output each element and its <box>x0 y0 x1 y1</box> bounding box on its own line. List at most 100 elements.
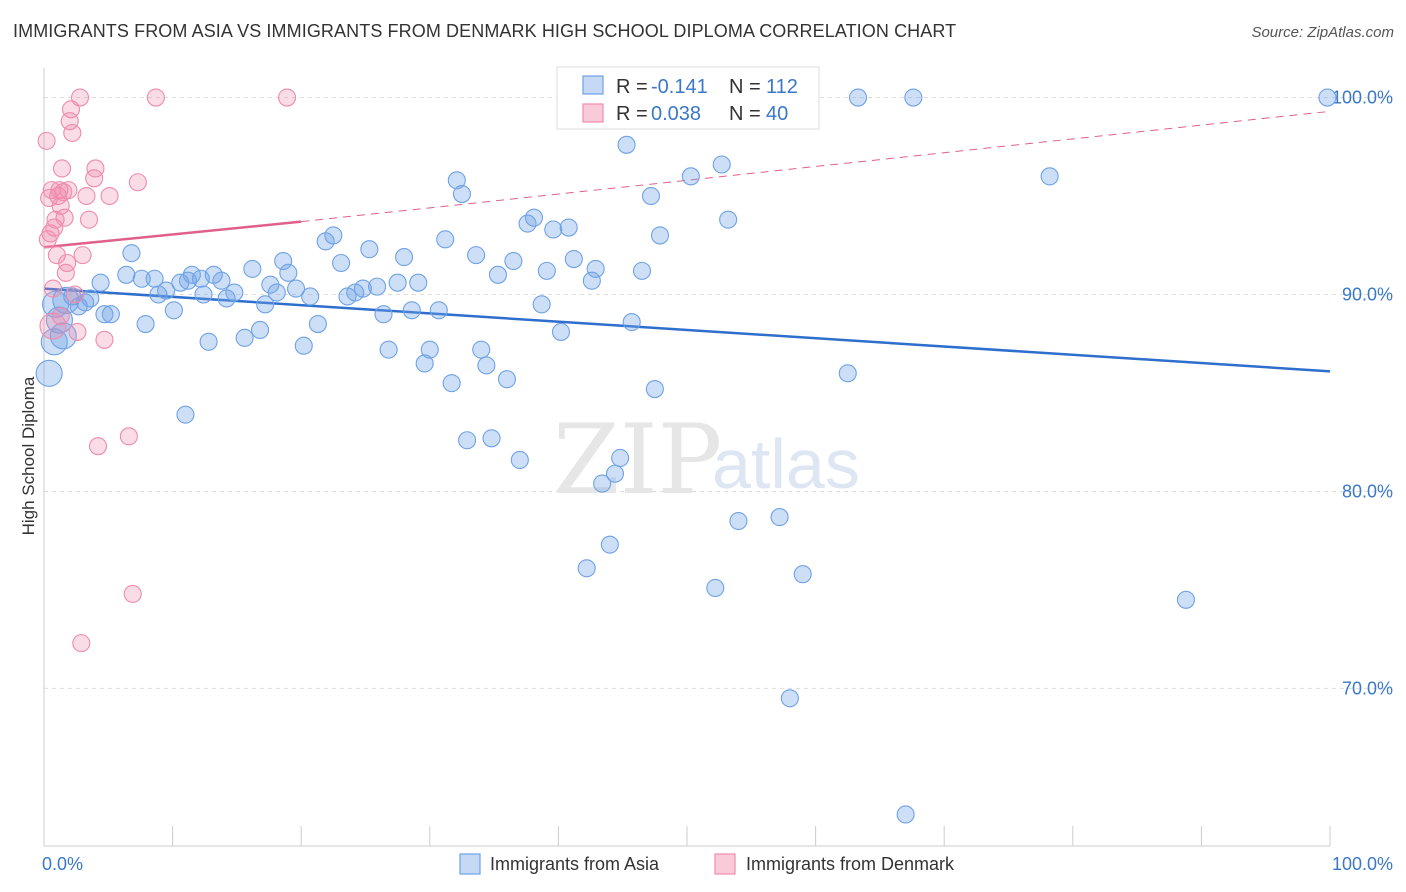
point-asia <box>402 301 421 320</box>
point-asia <box>650 226 670 245</box>
point-denmark <box>55 208 74 227</box>
point-asia <box>360 240 379 259</box>
point-asia <box>770 508 789 527</box>
point-denmark <box>73 246 92 265</box>
point-asia <box>235 328 254 347</box>
watermark: ZIP atlas <box>553 404 860 516</box>
point-asia <box>586 259 605 278</box>
point-asia <box>95 305 114 324</box>
point-denmark <box>119 427 138 446</box>
point-asia <box>194 285 213 304</box>
point-asia <box>477 356 496 375</box>
point-denmark <box>51 196 70 215</box>
point-asia <box>1176 590 1196 609</box>
point-asia <box>729 511 748 531</box>
trend-line-denmark <box>43 220 302 249</box>
chart-source: Source: ZipAtlas.com <box>1251 24 1394 41</box>
point-asia <box>447 171 466 190</box>
point-asia <box>780 689 799 708</box>
point-asia <box>409 273 428 292</box>
point-asia <box>157 281 176 300</box>
point-asia <box>225 283 244 302</box>
point-asia <box>532 295 551 314</box>
point-asia <box>472 340 491 359</box>
stats-legend-asia-n-label: N = <box>729 76 761 98</box>
point-asia <box>199 332 218 351</box>
point-asia <box>308 315 327 334</box>
point-denmark <box>95 330 114 349</box>
point-denmark <box>59 181 78 200</box>
stats-legend-asia-r-label: R = <box>616 76 648 98</box>
point-denmark <box>123 584 142 603</box>
point-asia <box>504 251 523 271</box>
point-asia <box>353 279 372 298</box>
stats-legend-asia-r-value: -0.141 <box>651 76 708 98</box>
point-asia <box>212 271 231 290</box>
point-asia <box>1040 167 1059 186</box>
point-asia <box>374 305 393 324</box>
point-asia <box>176 405 195 424</box>
y-tick-label: 100.0% <box>1332 88 1393 108</box>
stats-legend-denmark-n-value: 40 <box>766 103 788 125</box>
point-denmark <box>70 88 90 107</box>
point-asia <box>332 253 351 273</box>
stats-legend-asia-swatch <box>582 75 604 95</box>
point-denmark <box>85 169 104 188</box>
point-asia <box>632 261 652 280</box>
point-asia <box>91 273 110 292</box>
point-asia <box>81 289 100 308</box>
point-asia <box>537 261 556 280</box>
y-tick-label: 80.0% <box>1342 481 1393 501</box>
point-asia <box>136 315 155 334</box>
point-asia <box>420 340 439 359</box>
point-asia <box>415 354 434 373</box>
point-asia <box>458 431 477 450</box>
watermark-zip: ZIP <box>553 404 722 516</box>
stats-legend-denmark-r-label: R = <box>616 103 648 125</box>
point-asia <box>442 374 461 393</box>
point-asia <box>452 185 472 204</box>
point-asia <box>101 305 120 324</box>
point-asia <box>559 218 578 237</box>
point-asia <box>904 88 923 107</box>
point-asia <box>256 295 275 314</box>
point-denmark <box>51 307 70 326</box>
point-denmark <box>146 88 165 107</box>
point-asia <box>287 279 306 298</box>
point-denmark <box>46 210 65 229</box>
point-asia <box>524 208 544 227</box>
point-asia <box>42 290 70 318</box>
point-asia <box>467 246 486 265</box>
point-asia <box>896 805 915 824</box>
point-asia <box>294 336 313 355</box>
point-asia <box>497 370 517 389</box>
point-asia <box>267 283 286 302</box>
point-asia <box>488 265 508 284</box>
point-asia <box>510 450 529 470</box>
point-asia <box>379 340 398 359</box>
point-asia <box>182 265 201 284</box>
point-asia <box>551 322 571 341</box>
point-denmark <box>278 88 297 107</box>
point-denmark <box>72 634 91 653</box>
stats-legend-denmark-r-value: 0.038 <box>651 103 701 125</box>
y-tick-labels: 70.0% 80.0% 90.0% 100.0% <box>1332 88 1393 699</box>
point-denmark <box>56 263 75 282</box>
point-denmark <box>128 173 147 192</box>
trend-line-denmark-extrapolated <box>301 110 1331 223</box>
point-asia <box>324 226 343 245</box>
bottom-legend-denmark-label: Immigrants from Denmark <box>746 854 955 874</box>
point-asia <box>564 250 583 269</box>
point-denmark <box>79 210 99 229</box>
point-asia <box>706 578 725 598</box>
point-asia <box>132 269 151 288</box>
bottom-legend-denmark-swatch <box>714 853 736 875</box>
point-denmark <box>100 186 119 206</box>
point-asia <box>395 248 414 267</box>
point-denmark <box>68 322 87 341</box>
point-asia <box>793 565 812 584</box>
point-asia <box>582 271 601 290</box>
point-asia <box>719 210 738 229</box>
point-asia <box>838 364 857 383</box>
